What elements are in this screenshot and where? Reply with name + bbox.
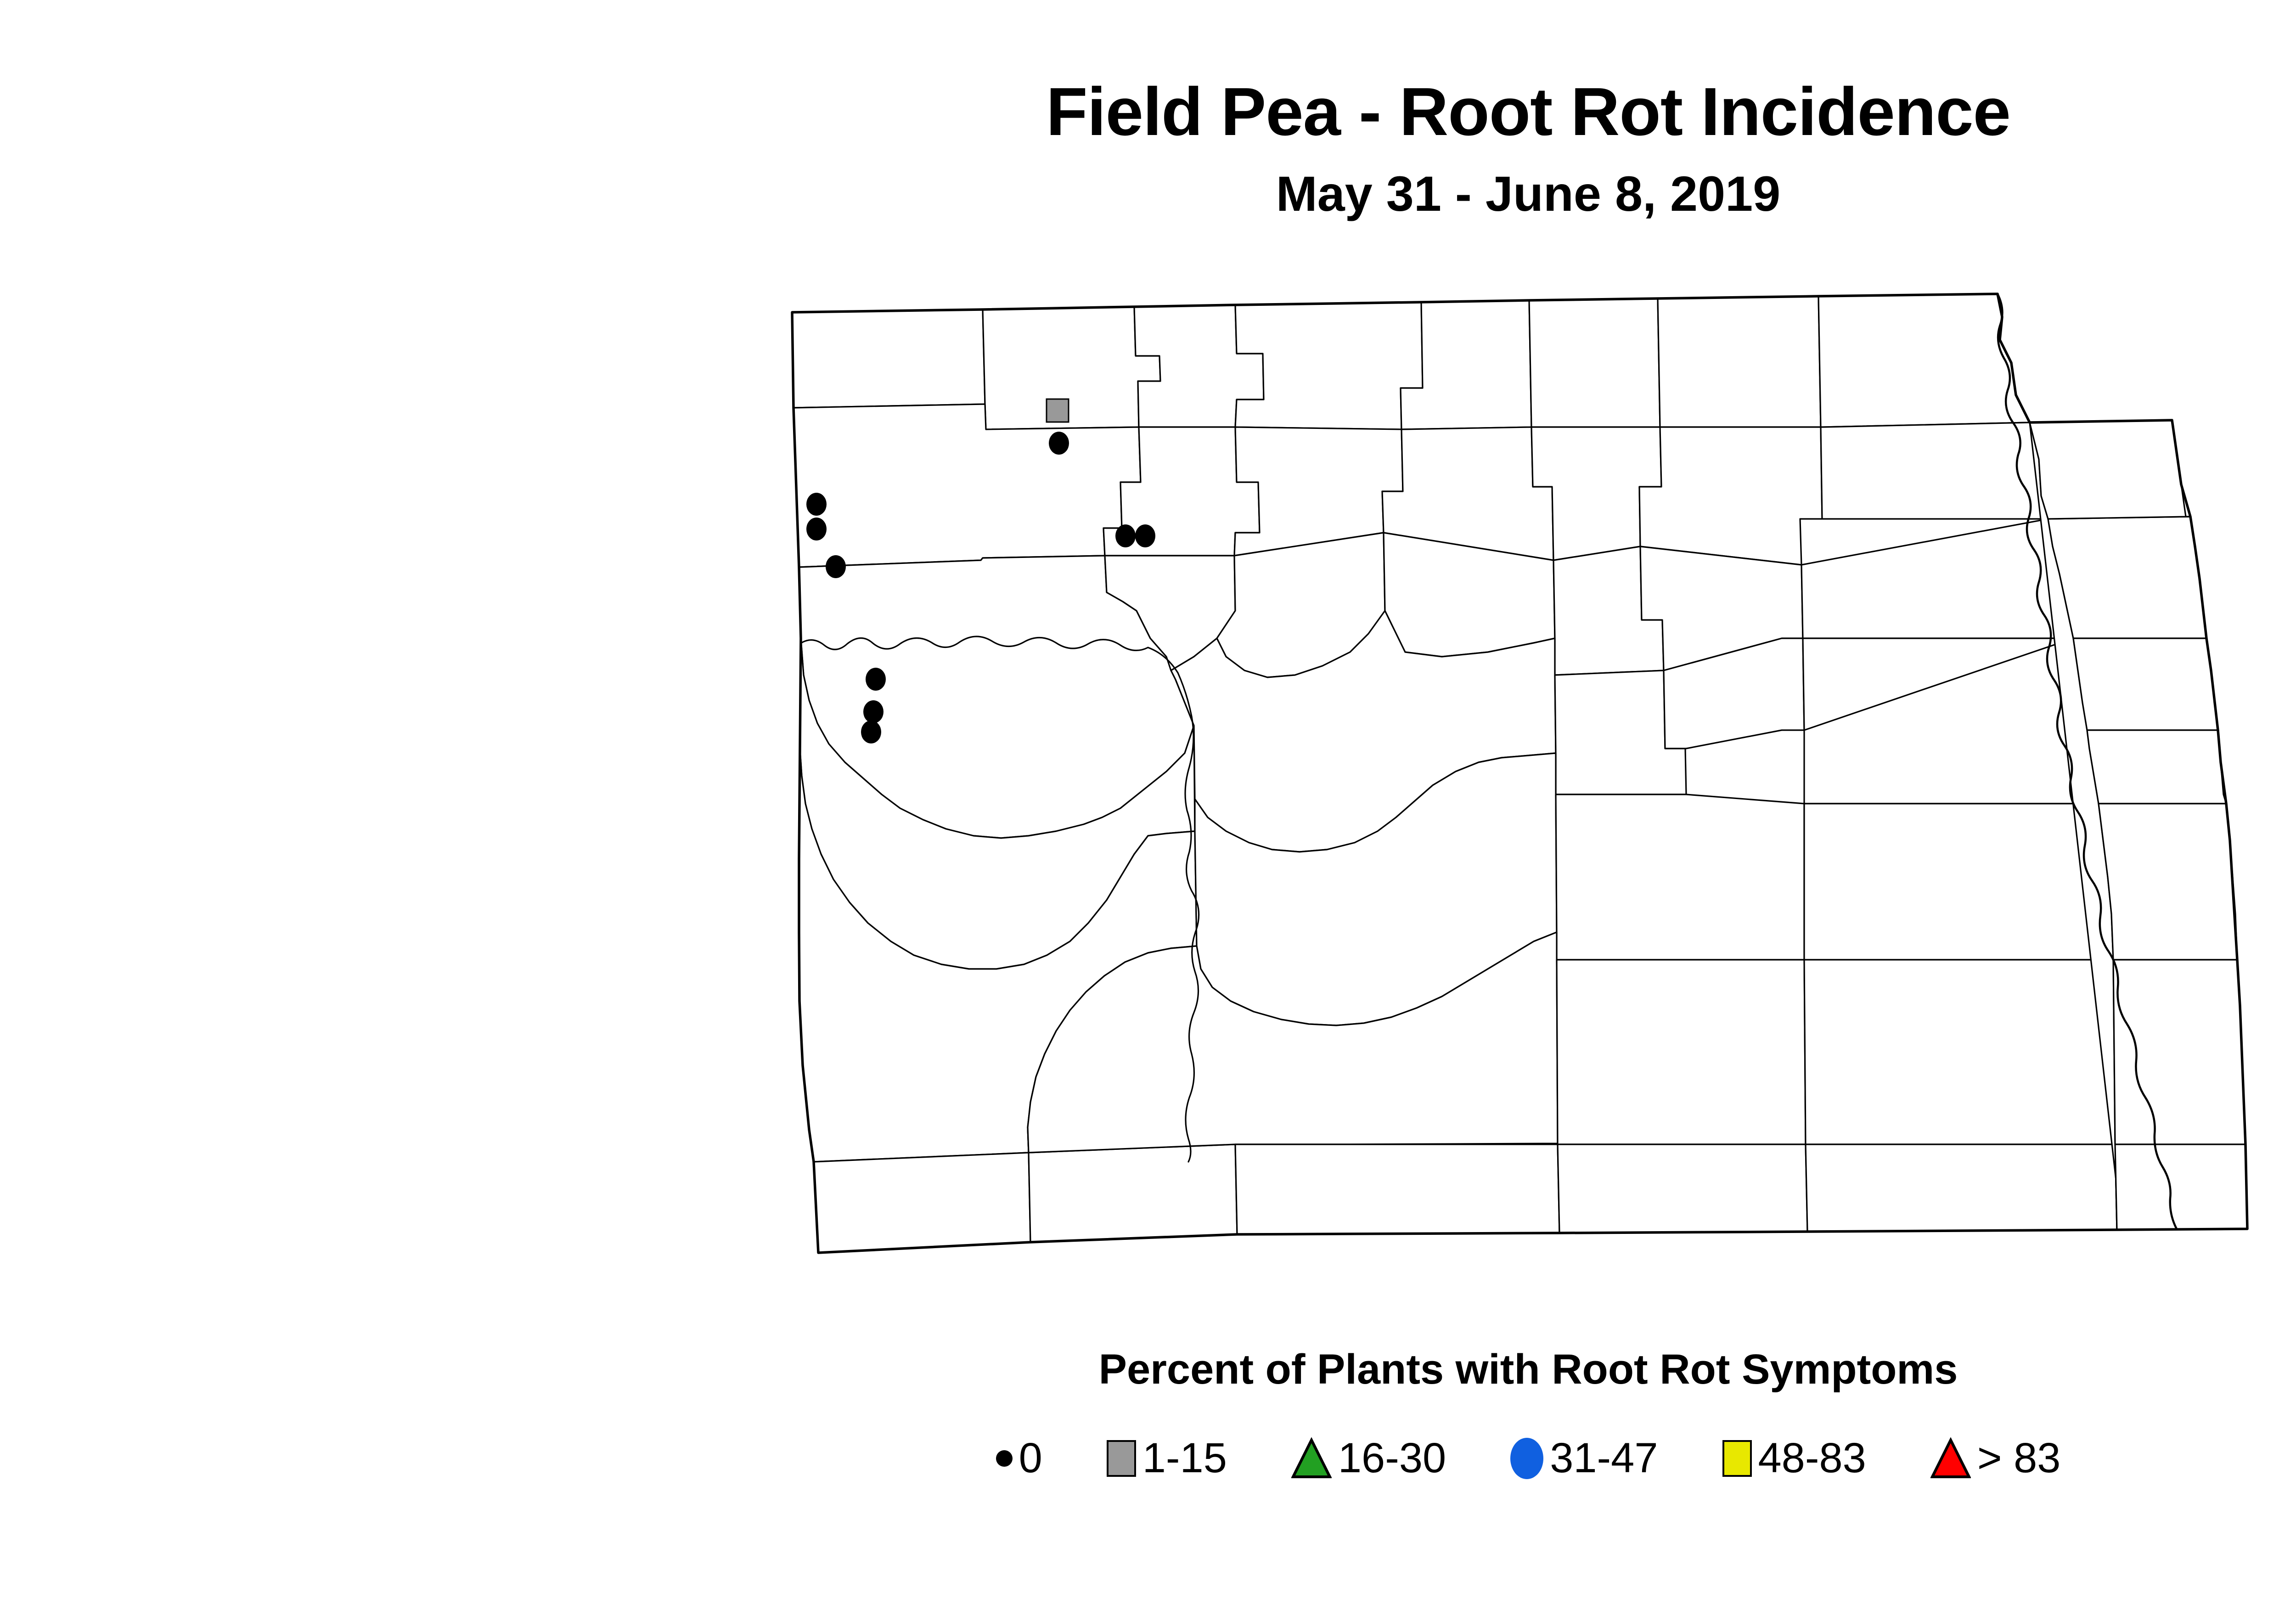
legend-item[interactable]: 48-83 — [1722, 1434, 1866, 1482]
county-richland — [2112, 959, 2246, 1145]
county-traill — [2072, 637, 2219, 731]
county-emmons — [1556, 959, 1806, 1145]
legend: Percent of Plants with Root Rot Symptoms… — [0, 1345, 2296, 1482]
county-nelson — [1801, 518, 2074, 639]
legend-item[interactable]: 0 — [996, 1434, 1042, 1482]
data-point-layer — [806, 398, 1155, 743]
county-barnes — [1803, 803, 2114, 961]
map-data-point — [861, 721, 881, 743]
legend-item[interactable]: 16-30 — [1291, 1434, 1446, 1482]
legend-item[interactable]: > 83 — [1930, 1434, 2061, 1482]
state-boundary-north-dakota — [791, 293, 2249, 1254]
county-divide — [791, 309, 986, 409]
legend-title: Percent of Plants with Root Rot Symptoms — [1098, 1346, 1958, 1393]
county-pembina — [1818, 293, 2031, 428]
map-data-point — [806, 493, 827, 516]
county-hettinger — [1027, 931, 1559, 1154]
county-grand-forks — [2047, 516, 2207, 639]
legend-circle-icon — [1510, 1437, 1544, 1479]
legend-item-label: 31-47 — [1550, 1435, 1658, 1481]
county-dickey — [1803, 959, 2116, 1145]
county-sioux — [1557, 1143, 1808, 1234]
missouri-river — [1147, 647, 1200, 1163]
county-ramsey — [1820, 422, 2049, 520]
county-bottineau — [1234, 301, 1424, 430]
legend-items: 0 1-15 16-30 31-47 48-83 > 83 — [0, 1434, 2296, 1482]
page-subtitle: May 31 - June 8, 2019 — [1276, 166, 1781, 221]
map-data-point — [806, 518, 827, 540]
legend-square-icon — [1106, 1440, 1136, 1477]
county-layer — [791, 293, 2249, 1254]
legend-triangle-icon — [1291, 1437, 1332, 1480]
county-bowman — [813, 1152, 1031, 1254]
county-benson — [1638, 426, 1823, 566]
legend-item-label: 0 — [1019, 1435, 1042, 1481]
map-data-point — [866, 668, 886, 691]
map-data-point — [1049, 432, 1069, 455]
legend-triangle-icon — [1930, 1437, 1971, 1480]
county-burke — [982, 306, 1161, 430]
county-kidder — [1663, 637, 1805, 749]
north-dakota-map — [707, 289, 2296, 1300]
lake-sakakawea-shoreline — [800, 636, 1149, 652]
county-sargent — [2114, 1143, 2248, 1231]
legend-item-label: 1-15 — [1142, 1435, 1227, 1481]
county-walsh-n — [2029, 419, 2191, 520]
red-river-border — [1996, 293, 2178, 1230]
county-cavalier — [1657, 295, 1822, 428]
county-grant-s — [1234, 1143, 1560, 1235]
county-cass — [2098, 803, 2238, 961]
county-burleigh-s — [1555, 794, 1805, 961]
legend-dot-icon — [996, 1450, 1013, 1467]
county-williams — [793, 403, 1142, 568]
county-towner — [1528, 298, 1661, 428]
map-data-point — [1046, 398, 1069, 423]
legend-item-label: 48-83 — [1758, 1435, 1866, 1481]
legend-item[interactable]: 31-47 — [1510, 1434, 1658, 1482]
page-title: Field Pea - Root Rot Incidence — [1046, 74, 2011, 150]
county-steele — [2086, 729, 2227, 805]
map-data-point — [826, 555, 846, 578]
map-data-point — [1115, 524, 1136, 547]
map-data-point — [863, 700, 884, 723]
legend-square-icon — [1722, 1440, 1752, 1477]
legend-item-label: > 83 — [1977, 1435, 2061, 1481]
title-block: Field Pea - Root Rot Incidence May 31 - … — [0, 78, 2296, 219]
map-data-point — [1135, 524, 1155, 547]
legend-item[interactable]: 1-15 — [1106, 1434, 1227, 1482]
county-ransom-s — [1805, 1143, 2118, 1233]
legend-item-label: 16-30 — [1338, 1435, 1446, 1481]
map-svg — [791, 293, 2249, 1254]
